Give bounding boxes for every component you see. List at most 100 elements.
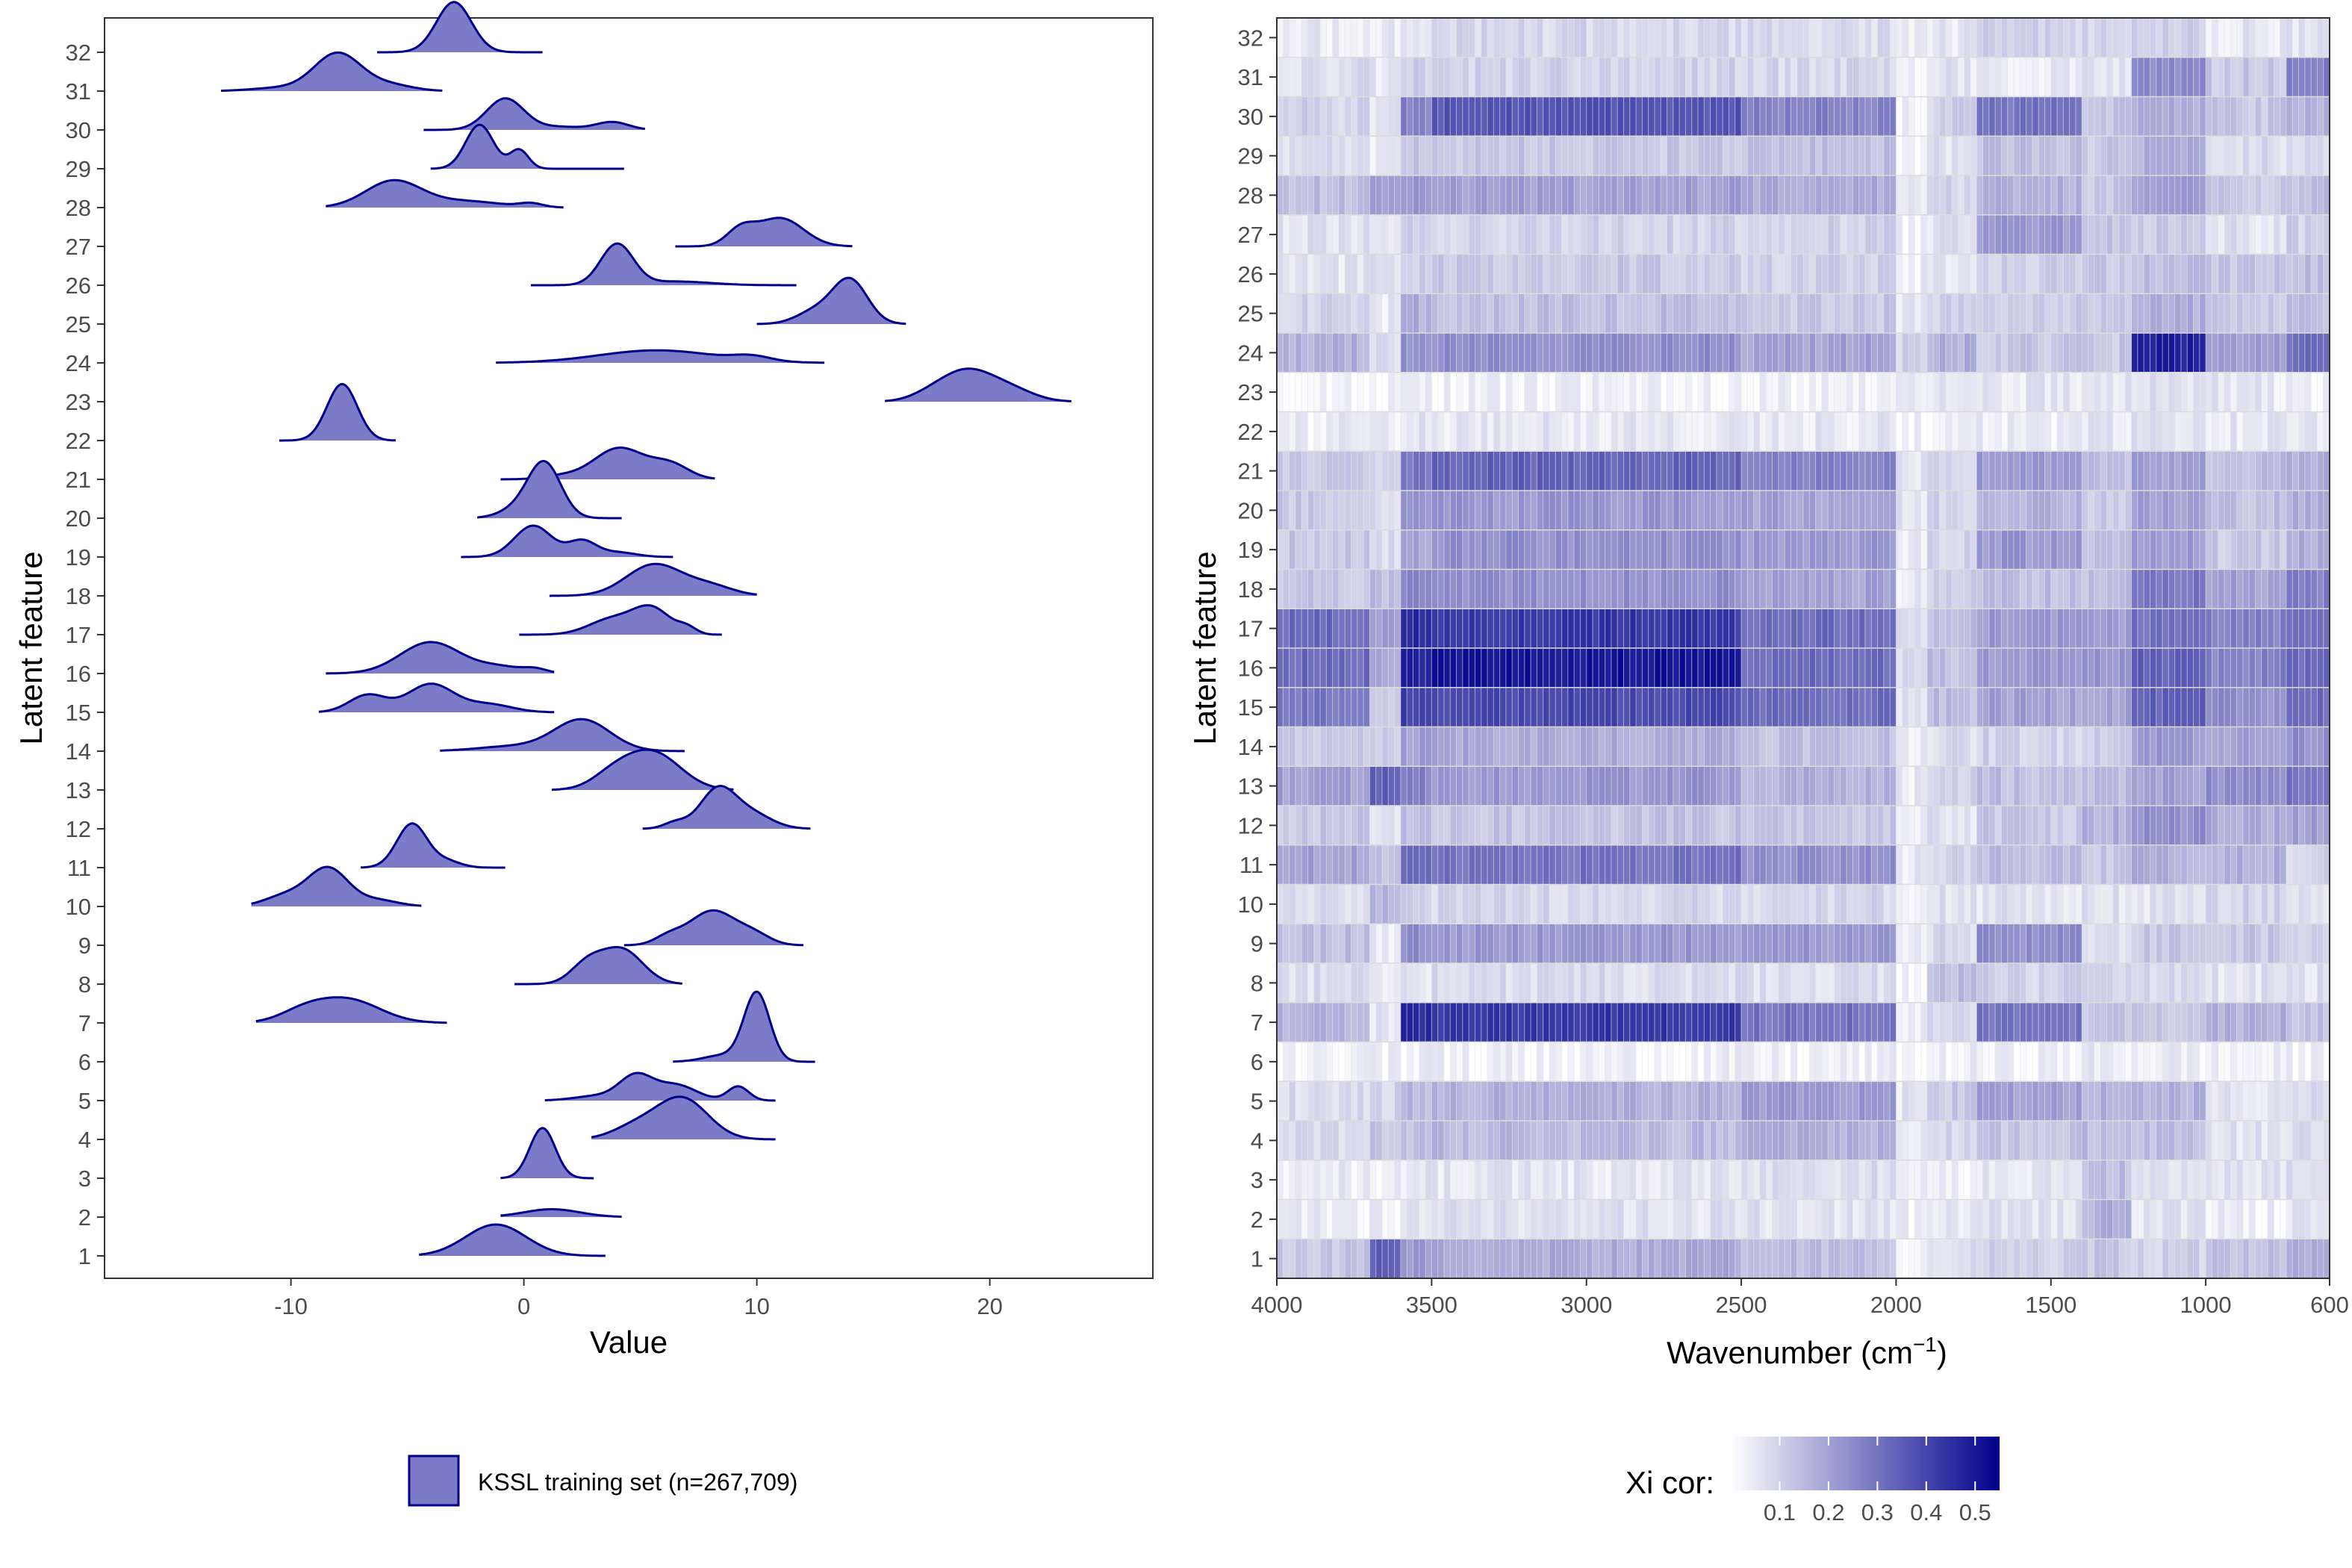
heatmap-cell-feature-2 — [1685, 1199, 1693, 1239]
heatmap-cell-feature-1 — [1481, 1239, 1488, 1279]
heatmap-cell-feature-14 — [2249, 727, 2256, 767]
heatmap-cell-feature-3 — [2168, 1160, 2176, 1200]
heatmap-cell-feature-11 — [1995, 844, 2002, 885]
heatmap-cell-feature-23 — [2206, 372, 2212, 412]
heatmap-cell-feature-9 — [2156, 924, 2163, 964]
heatmap-cell-feature-20 — [1945, 491, 1953, 531]
heatmap-cell-feature-12 — [2125, 806, 2132, 846]
heatmap-cell-feature-22 — [2317, 411, 2324, 452]
heatmap-cell-feature-10 — [1437, 884, 1445, 924]
heatmap-cell-feature-11 — [1574, 844, 1581, 885]
heatmap-cell-feature-27 — [1871, 214, 1878, 255]
heatmap-cell-feature-20 — [2242, 491, 2250, 531]
heatmap-cell-feature-22 — [2063, 411, 2071, 452]
heatmap-cell-feature-22 — [1864, 411, 1872, 452]
heatmap-cell-feature-5 — [1809, 1081, 1816, 1121]
heatmap-cell-feature-5 — [1363, 1081, 1370, 1121]
heatmap-cell-feature-25 — [1926, 293, 1934, 334]
heatmap-cell-feature-28 — [2032, 175, 2039, 216]
heatmap-cell-feature-24 — [1574, 333, 1581, 373]
heatmap-cell-feature-3 — [2304, 1160, 2312, 1200]
heatmap-cell-feature-5 — [1970, 1081, 1977, 1121]
heatmap-cell-feature-28 — [1648, 175, 1655, 216]
heatmap-cell-feature-14 — [1283, 727, 1289, 767]
heatmap-cell-feature-16 — [1295, 648, 1302, 688]
heatmap-cell-feature-25 — [2298, 293, 2306, 334]
heatmap-cell-feature-11 — [1673, 844, 1680, 885]
heatmap-cell-feature-1 — [1456, 1239, 1463, 1279]
heatmap-cell-feature-4 — [1914, 1121, 1921, 1161]
heatmap-cell-feature-27 — [1469, 214, 1475, 255]
heatmap-cell-feature-24 — [2242, 333, 2250, 373]
heatmap-cell-feature-7 — [1945, 1002, 1953, 1042]
heatmap-cell-feature-24 — [1629, 333, 1637, 373]
heatmap-cell-feature-17 — [1301, 609, 1308, 649]
heatmap-cell-feature-19 — [1908, 529, 1915, 570]
heatmap-cell-feature-6 — [1456, 1042, 1463, 1082]
heatmap-cell-feature-13 — [1735, 766, 1742, 806]
heatmap-cell-feature-10 — [2112, 884, 2120, 924]
heatmap-cell-feature-11 — [1654, 844, 1661, 885]
heatmap-cell-feature-23 — [1636, 372, 1643, 412]
heatmap-cell-feature-10 — [1375, 884, 1383, 924]
heatmap-cell-feature-28 — [1753, 175, 1761, 216]
heatmap-cell-feature-5 — [1301, 1081, 1308, 1121]
heatmap-cell-feature-1 — [1599, 1239, 1605, 1279]
heatmap-cell-feature-14 — [2274, 727, 2281, 767]
heatmap-cell-feature-2 — [1283, 1199, 1289, 1239]
heatmap-cell-feature-16 — [1283, 648, 1289, 688]
heatmap-cell-feature-16 — [1338, 648, 1345, 688]
heatmap-cell-feature-17 — [2001, 609, 2009, 649]
heatmap-cell-feature-1 — [1531, 1239, 1537, 1279]
ridgeline-y-tick-label: 11 — [67, 855, 91, 881]
heatmap-cell-feature-19 — [1456, 529, 1463, 570]
heatmap-cell-feature-22 — [2187, 411, 2194, 452]
heatmap-cell-feature-20 — [2112, 491, 2120, 531]
heatmap-cell-feature-18 — [2286, 569, 2293, 609]
heatmap-cell-feature-11 — [1593, 844, 1599, 885]
heatmap-cell-feature-26 — [1766, 254, 1773, 294]
heatmap-cell-feature-18 — [1673, 569, 1680, 609]
heatmap-cell-feature-5 — [1648, 1081, 1655, 1121]
heatmap-cell-feature-17 — [1803, 609, 1810, 649]
heatmap-cell-feature-12 — [1716, 806, 1723, 846]
heatmap-cell-feature-10 — [2001, 884, 2009, 924]
heatmap-cell-feature-28 — [1320, 175, 1327, 216]
heatmap-cell-feature-18 — [1407, 569, 1413, 609]
heatmap-cell-feature-17 — [1382, 609, 1389, 649]
heatmap-cell-feature-10 — [1945, 884, 1953, 924]
heatmap-cell-feature-15 — [1785, 687, 1791, 727]
heatmap-cell-feature-10 — [1345, 884, 1351, 924]
heatmap-cell-feature-2 — [1481, 1199, 1488, 1239]
heatmap-cell-feature-17 — [2144, 609, 2150, 649]
heatmap-cell-feature-26 — [1561, 254, 1569, 294]
heatmap-cell-feature-10 — [1747, 884, 1755, 924]
heatmap-cell-feature-27 — [2206, 214, 2212, 255]
heatmap-cell-feature-18 — [1456, 569, 1463, 609]
heatmap-cell-feature-14 — [1636, 727, 1643, 767]
heatmap-cell-feature-20 — [1555, 491, 1562, 531]
heatmap-cell-feature-29 — [1593, 136, 1599, 176]
heatmap-cell-feature-17 — [2206, 609, 2212, 649]
heatmap-cell-feature-28 — [1803, 175, 1810, 216]
heatmap-cell-feature-5 — [1642, 1081, 1649, 1121]
heatmap-cell-feature-12 — [1815, 806, 1823, 846]
heatmap-cell-feature-23 — [2268, 372, 2274, 412]
heatmap-cell-feature-20 — [2249, 491, 2256, 531]
heatmap-cell-feature-18 — [1623, 569, 1631, 609]
heatmap-cell-feature-1 — [1920, 1239, 1928, 1279]
heatmap-cell-feature-25 — [1970, 293, 1977, 334]
heatmap-cell-feature-14 — [2168, 727, 2176, 767]
heatmap-cell-feature-11 — [2268, 844, 2274, 885]
heatmap-cell-feature-19 — [1326, 529, 1334, 570]
heatmap-cell-feature-10 — [1307, 884, 1315, 924]
heatmap-cell-feature-19 — [1871, 529, 1878, 570]
heatmap-cell-feature-3 — [1567, 1160, 1575, 1200]
heatmap-cell-feature-14 — [1698, 727, 1705, 767]
heatmap-cell-feature-8 — [1964, 963, 1971, 1004]
heatmap-cell-feature-14 — [1945, 727, 1953, 767]
heatmap-cell-feature-9 — [2168, 924, 2176, 964]
heatmap-cell-feature-21 — [1796, 451, 1804, 491]
heatmap-cell-feature-6 — [2150, 1042, 2157, 1082]
heatmap-cell-feature-9 — [1580, 924, 1587, 964]
